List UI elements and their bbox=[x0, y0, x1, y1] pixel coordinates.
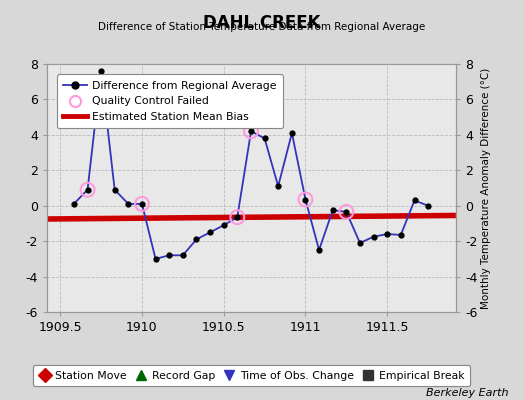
Point bbox=[233, 214, 242, 220]
Point bbox=[301, 196, 310, 203]
Point bbox=[138, 201, 146, 207]
Point bbox=[342, 209, 351, 215]
Text: Berkeley Earth: Berkeley Earth bbox=[426, 388, 508, 398]
Legend: Station Move, Record Gap, Time of Obs. Change, Empirical Break: Station Move, Record Gap, Time of Obs. C… bbox=[32, 365, 471, 386]
Text: Difference of Station Temperature Data from Regional Average: Difference of Station Temperature Data f… bbox=[99, 22, 425, 32]
Point bbox=[247, 128, 255, 134]
Y-axis label: Monthly Temperature Anomaly Difference (°C): Monthly Temperature Anomaly Difference (… bbox=[482, 67, 492, 309]
Text: DAHL CREEK: DAHL CREEK bbox=[203, 14, 321, 32]
Point bbox=[83, 186, 92, 193]
